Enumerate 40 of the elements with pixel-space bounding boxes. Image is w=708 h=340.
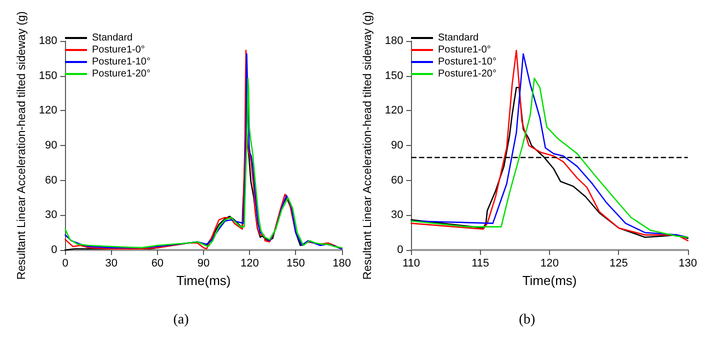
x-tick-label: 130 [678,258,698,270]
y-tick-label: 90 [391,140,404,152]
y-tick-label: 120 [384,104,404,117]
y-tick-label: 0 [51,244,58,256]
y-tick-label: 150 [384,70,404,82]
x-tick-label: 0 [62,258,68,270]
y-tick-label: 60 [45,174,58,186]
x-tick-label: 180 [332,258,352,270]
x-tick-label: 90 [197,258,210,270]
x-axis-title: Time(ms) [176,272,231,288]
legend-label: Posture1-10° [438,56,496,68]
y-tick-label: 60 [391,174,404,186]
y-axis-title: Resultant Linear Acceleration-head tilted sideway (g) [362,11,374,280]
legend-label: Posture1-0° [438,44,491,56]
y-tick-label: 30 [45,209,58,222]
x-tick-label: 120 [240,258,259,270]
text: (a) [173,312,190,328]
text: (b) [518,312,536,328]
y-axis-title: Resultant Linear Acceleration-head tilted sideway (g) [16,11,28,280]
x-tick-label: 110 [402,258,420,270]
x-tick-label: 125 [610,258,628,270]
x-tick-label: 150 [286,258,305,270]
y-tick-label: 90 [45,140,58,152]
legend-label: Standard [92,32,133,44]
legend-label: Posture1-0° [92,44,145,56]
y-tick-label: 180 [384,35,404,48]
legend-label: Posture1-20° [438,68,496,80]
y-tick-label: 120 [38,104,58,117]
x-axis-title: Time(ms) [522,272,577,288]
y-tick-label: 180 [38,35,58,48]
legend-label: Posture1-10° [92,56,150,68]
x-tick-label: 60 [151,258,164,270]
y-tick-label: 30 [391,209,404,222]
y-tick-label: 150 [38,70,58,82]
legend-label: Standard [438,32,479,44]
x-tick-label: 30 [105,258,118,270]
x-tick-label: 115 [472,258,490,270]
x-tick-label: 120 [540,258,559,270]
y-tick-label: 0 [397,244,404,256]
legend-label: Posture1-20° [92,68,150,80]
